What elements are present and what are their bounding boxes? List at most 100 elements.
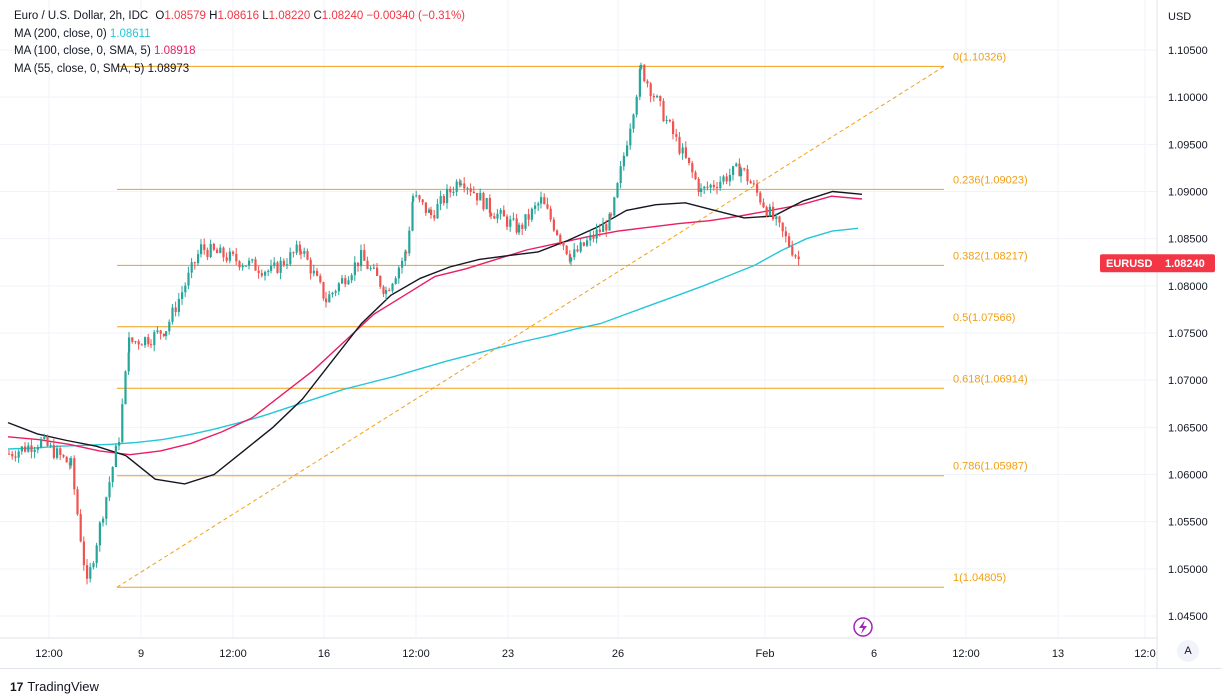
candle-body xyxy=(316,270,319,276)
candle-body xyxy=(430,209,433,216)
price-tick-label: 1.08000 xyxy=(1168,281,1208,293)
candle-body xyxy=(768,206,771,216)
candle-body xyxy=(466,188,469,190)
candle-body xyxy=(165,331,168,336)
candle-body xyxy=(197,254,200,264)
price-tick-label: 1.09000 xyxy=(1168,187,1208,199)
candle-body xyxy=(602,224,605,232)
candle-body xyxy=(225,257,228,261)
candle-body xyxy=(177,298,180,313)
candle-body xyxy=(273,262,276,266)
candle-body xyxy=(424,202,427,213)
candle-body xyxy=(385,290,388,294)
candle-body xyxy=(357,262,360,267)
lightning-icon-bolt xyxy=(859,620,867,634)
legend-ma100-row[interactable]: MA (100, close, 0, SMA, 5) 1.08918 xyxy=(14,43,465,61)
candle-body xyxy=(372,267,375,269)
candle-body xyxy=(187,272,190,286)
candle-body xyxy=(781,222,784,232)
candle-body xyxy=(791,246,794,256)
candle-body xyxy=(502,210,505,217)
fib-level-label: 0.618(1.06914) xyxy=(953,373,1028,385)
candle-body xyxy=(509,219,512,227)
ma55-value: 1.08973 xyxy=(147,62,190,75)
candle-body xyxy=(700,188,703,193)
candle-body xyxy=(289,252,292,265)
price-tag-symbol: EURUSD xyxy=(1106,258,1153,270)
ma200-line xyxy=(7,227,859,450)
candle-body xyxy=(458,181,461,186)
candle-body xyxy=(635,96,638,115)
candle-body xyxy=(70,458,73,466)
candle-body xyxy=(27,445,30,452)
candle-body xyxy=(610,214,613,216)
price-tick-label: 1.05000 xyxy=(1168,564,1208,576)
ma100-value: 1.08918 xyxy=(153,45,196,57)
ma200-value: 1.08611 xyxy=(109,27,151,40)
candle-body xyxy=(200,244,203,255)
price-axis[interactable]: USD 1.10500 1.10000 1.09500 1.09000 1.08500 1.… xyxy=(1156,0,1208,668)
price-tick-label: 1.06500 xyxy=(1168,422,1208,434)
candle-body xyxy=(688,157,691,164)
candle-body xyxy=(559,235,562,243)
auto-scale-button[interactable]: A xyxy=(1177,640,1199,662)
candle-body xyxy=(421,199,424,203)
candle-body xyxy=(765,207,768,216)
candle-body xyxy=(608,214,611,231)
candle-body xyxy=(300,251,303,254)
candle-body xyxy=(579,242,582,252)
price-tag-box xyxy=(1100,254,1215,273)
candle-body xyxy=(76,489,79,515)
candle-body xyxy=(476,193,479,201)
candle-body xyxy=(749,181,752,184)
candle-body xyxy=(388,290,391,292)
candle-body xyxy=(56,448,59,458)
legend-ma200-row[interactable]: MA (200, close, 0) 1.08611 xyxy=(14,26,465,44)
candle-body xyxy=(82,541,85,566)
candle-body xyxy=(740,168,743,177)
candle-body xyxy=(439,195,442,205)
candle-body xyxy=(238,261,241,268)
candlestick-series xyxy=(8,62,800,585)
ma55-line xyxy=(7,190,863,485)
candle-body xyxy=(697,179,700,193)
candle-body xyxy=(652,95,655,98)
lightning-icon[interactable] xyxy=(853,617,873,637)
candle-body xyxy=(369,268,372,270)
candle-body xyxy=(360,250,363,267)
candle-body xyxy=(171,307,174,322)
ma100-label: MA (100, close, 0, SMA, 5) xyxy=(14,45,151,57)
candle-body xyxy=(665,119,668,122)
candle-body xyxy=(506,216,509,227)
candle-body xyxy=(472,191,475,194)
symbol-title[interactable]: Euro / U.S. Dollar, 2h, IDC xyxy=(14,10,149,22)
candle-body xyxy=(376,267,379,276)
candle-body xyxy=(206,250,209,258)
candle-body xyxy=(79,514,82,542)
candle-body xyxy=(159,330,162,334)
price-tick-label: 1.08500 xyxy=(1168,234,1208,246)
candle-body xyxy=(404,251,407,261)
candle-body xyxy=(353,262,356,276)
candle-body xyxy=(794,255,797,257)
candle-body xyxy=(341,278,344,284)
candle-body xyxy=(128,337,131,353)
tradingview-logo[interactable]: 17 TradingView xyxy=(10,679,99,694)
candle-body xyxy=(556,230,559,236)
candle-body xyxy=(49,444,52,446)
legend-ma55-row[interactable]: MA (55, close, 0, SMA, 5) 1.08973 xyxy=(14,61,465,79)
candle-body xyxy=(292,252,295,254)
price-tick-label: 1.09500 xyxy=(1168,139,1208,151)
price-chart[interactable]: 0(1.10326) 0.236(1.09023) 0.382(1.08217) 0.… xyxy=(0,0,1221,668)
candle-body xyxy=(735,163,738,167)
candle-body xyxy=(725,176,728,182)
candle-body xyxy=(775,216,778,220)
candle-body xyxy=(672,121,675,135)
candle-body xyxy=(738,163,741,177)
time-axis[interactable]: 12:00 9 12:00 16 12:00 23 26 Feb 6 12:00 13 12:0 xyxy=(0,637,1157,660)
candle-body xyxy=(108,482,111,498)
time-tick-label: Feb xyxy=(756,648,775,660)
candle-body xyxy=(344,278,347,285)
candle-body xyxy=(759,192,762,203)
candle-body xyxy=(530,208,533,220)
